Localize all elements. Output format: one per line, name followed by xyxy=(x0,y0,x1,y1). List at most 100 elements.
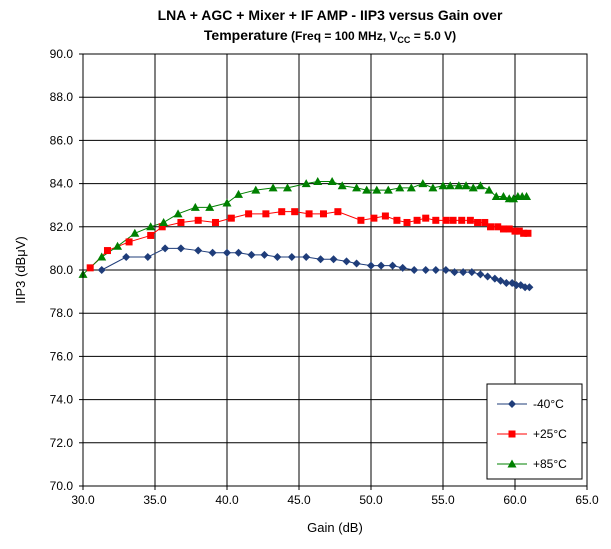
series-minus-40c-point xyxy=(329,255,338,264)
series-plus-85c-point xyxy=(362,185,372,194)
series-plus-25c-point xyxy=(334,208,342,216)
x-tick-label: 65.0 xyxy=(575,493,599,507)
series-minus-40c-point xyxy=(421,266,430,274)
series-minus-40c-point xyxy=(377,261,386,270)
x-tick-label: 35.0 xyxy=(143,493,167,507)
series-plus-85c-point xyxy=(205,202,215,211)
legend-marker xyxy=(507,459,517,468)
series-plus-25c-point xyxy=(466,216,474,224)
plot-area-frame xyxy=(82,53,588,487)
series-plus-25c-point xyxy=(177,218,185,226)
y-tick-label: 72.0 xyxy=(50,436,74,450)
series-minus-40c-point xyxy=(302,253,311,262)
series-minus-40c-point xyxy=(502,278,511,287)
series-plus-85c-point xyxy=(475,181,485,190)
series-plus-25c-point xyxy=(413,216,421,224)
legend-items: -40°C +25°C +85°C xyxy=(497,397,567,471)
series-minus-40c-point xyxy=(208,248,217,257)
chart-title-line-2: Temperature (Freq = 100 MHz, VCC = 5.0 V… xyxy=(204,27,456,45)
series-plus-85c-point xyxy=(509,194,519,203)
y-tick-label: 76.0 xyxy=(50,349,74,363)
series-minus-40c-point xyxy=(316,255,325,264)
series-plus-25c-point xyxy=(370,214,378,222)
series-plus-85c-point xyxy=(130,228,140,237)
series-plus-85c-point xyxy=(234,189,244,198)
series-minus-40c-point xyxy=(247,250,256,259)
series-minus-40c-point xyxy=(367,261,375,270)
series-plus-85c-point xyxy=(445,181,455,190)
series-plus-25c-point xyxy=(245,210,253,218)
series-plus-85c-point xyxy=(484,185,494,194)
series-plus-85c-point xyxy=(268,183,278,192)
series-plus-25c-point xyxy=(499,225,507,233)
series-plus-25c-point xyxy=(147,231,155,239)
legend-item-plus-85c: +85°C xyxy=(497,457,567,471)
series-plus-25c-point xyxy=(86,264,94,272)
x-tick-label: 45.0 xyxy=(287,493,311,507)
series-minus-40c-point xyxy=(450,268,459,277)
y-tick-label: 88.0 xyxy=(50,90,74,104)
series-minus-40c-point xyxy=(143,253,152,262)
series-plus-25c-point xyxy=(158,223,166,231)
series-markers xyxy=(78,176,534,292)
series-minus-40c-point xyxy=(521,283,530,292)
series-plus-25c-point xyxy=(458,216,466,224)
chart-title-temperature: Temperature xyxy=(204,27,288,43)
chart-title-vcc-subscript: CC xyxy=(397,35,410,45)
series-plus-85c-point xyxy=(146,222,156,231)
series-minus-40c-point xyxy=(97,266,106,274)
series-plus-85c-point xyxy=(395,183,405,192)
series-plus-25c-point xyxy=(515,227,523,235)
series-minus-40c-point xyxy=(388,261,397,270)
legend-item-minus-40c: -40°C xyxy=(497,397,564,411)
series-plus-85c-point xyxy=(406,183,416,192)
x-tick-label: 30.0 xyxy=(71,493,95,507)
grid-lines xyxy=(82,53,588,487)
series-plus-85c-point xyxy=(327,176,337,185)
series-minus-40c-point xyxy=(260,250,269,259)
y-tick-label: 80.0 xyxy=(50,263,74,277)
series-plus-85c-point xyxy=(113,241,123,250)
tick-marks xyxy=(79,53,588,490)
series-minus-40c-point xyxy=(161,244,170,253)
series-minus-40c-point xyxy=(467,268,476,277)
series-minus-40c-point xyxy=(431,266,440,274)
series-plus-25c-point xyxy=(262,210,270,218)
series-plus-25c-point xyxy=(357,216,365,224)
series-plus-25c-point xyxy=(442,216,450,224)
series-minus-40c-point xyxy=(525,283,534,292)
series-plus-25c-point xyxy=(125,238,133,246)
series-plus-25c-point xyxy=(432,216,440,224)
series-plus-85c-point xyxy=(251,185,261,194)
series-plus-85c-point xyxy=(301,179,311,188)
y-tick-label: 74.0 xyxy=(50,393,74,407)
series-plus-25c-point xyxy=(305,210,313,218)
legend-marker xyxy=(508,430,516,438)
series-plus-85c-point xyxy=(438,181,448,190)
legend-label: +85°C xyxy=(533,457,567,471)
series-plus-25c-point xyxy=(227,214,235,222)
series-plus-85c-point xyxy=(313,176,323,185)
x-axis-label: Gain (dB) xyxy=(307,520,363,535)
series-plus-85c-point xyxy=(522,192,532,201)
series-plus-85c-point xyxy=(222,198,232,207)
y-tick-label: 82.0 xyxy=(50,220,74,234)
series-minus-40c-point xyxy=(441,266,450,274)
series-plus-25c-point xyxy=(449,216,457,224)
series-plus-25c-point xyxy=(487,223,495,231)
series-plus-25c-point xyxy=(494,223,502,231)
legend: -40°C +25°C +85°C xyxy=(486,383,583,480)
series-minus-40c-point xyxy=(122,253,131,262)
y-tick-label: 70.0 xyxy=(50,479,74,493)
series-minus-40c-point xyxy=(410,266,419,274)
series-plus-85c-point xyxy=(173,209,183,218)
series-minus-40c-point xyxy=(287,253,296,262)
series-plus-85c-point xyxy=(159,217,169,226)
series-minus-40c-point xyxy=(342,257,351,266)
series-plus-25c-point xyxy=(211,218,219,226)
series-minus-40c-point xyxy=(483,272,492,281)
series-plus-25c-point xyxy=(291,208,299,216)
x-tick-label: 60.0 xyxy=(503,493,527,507)
series-plus-25c-point xyxy=(381,212,389,220)
series-plus-25c-point xyxy=(422,214,430,222)
